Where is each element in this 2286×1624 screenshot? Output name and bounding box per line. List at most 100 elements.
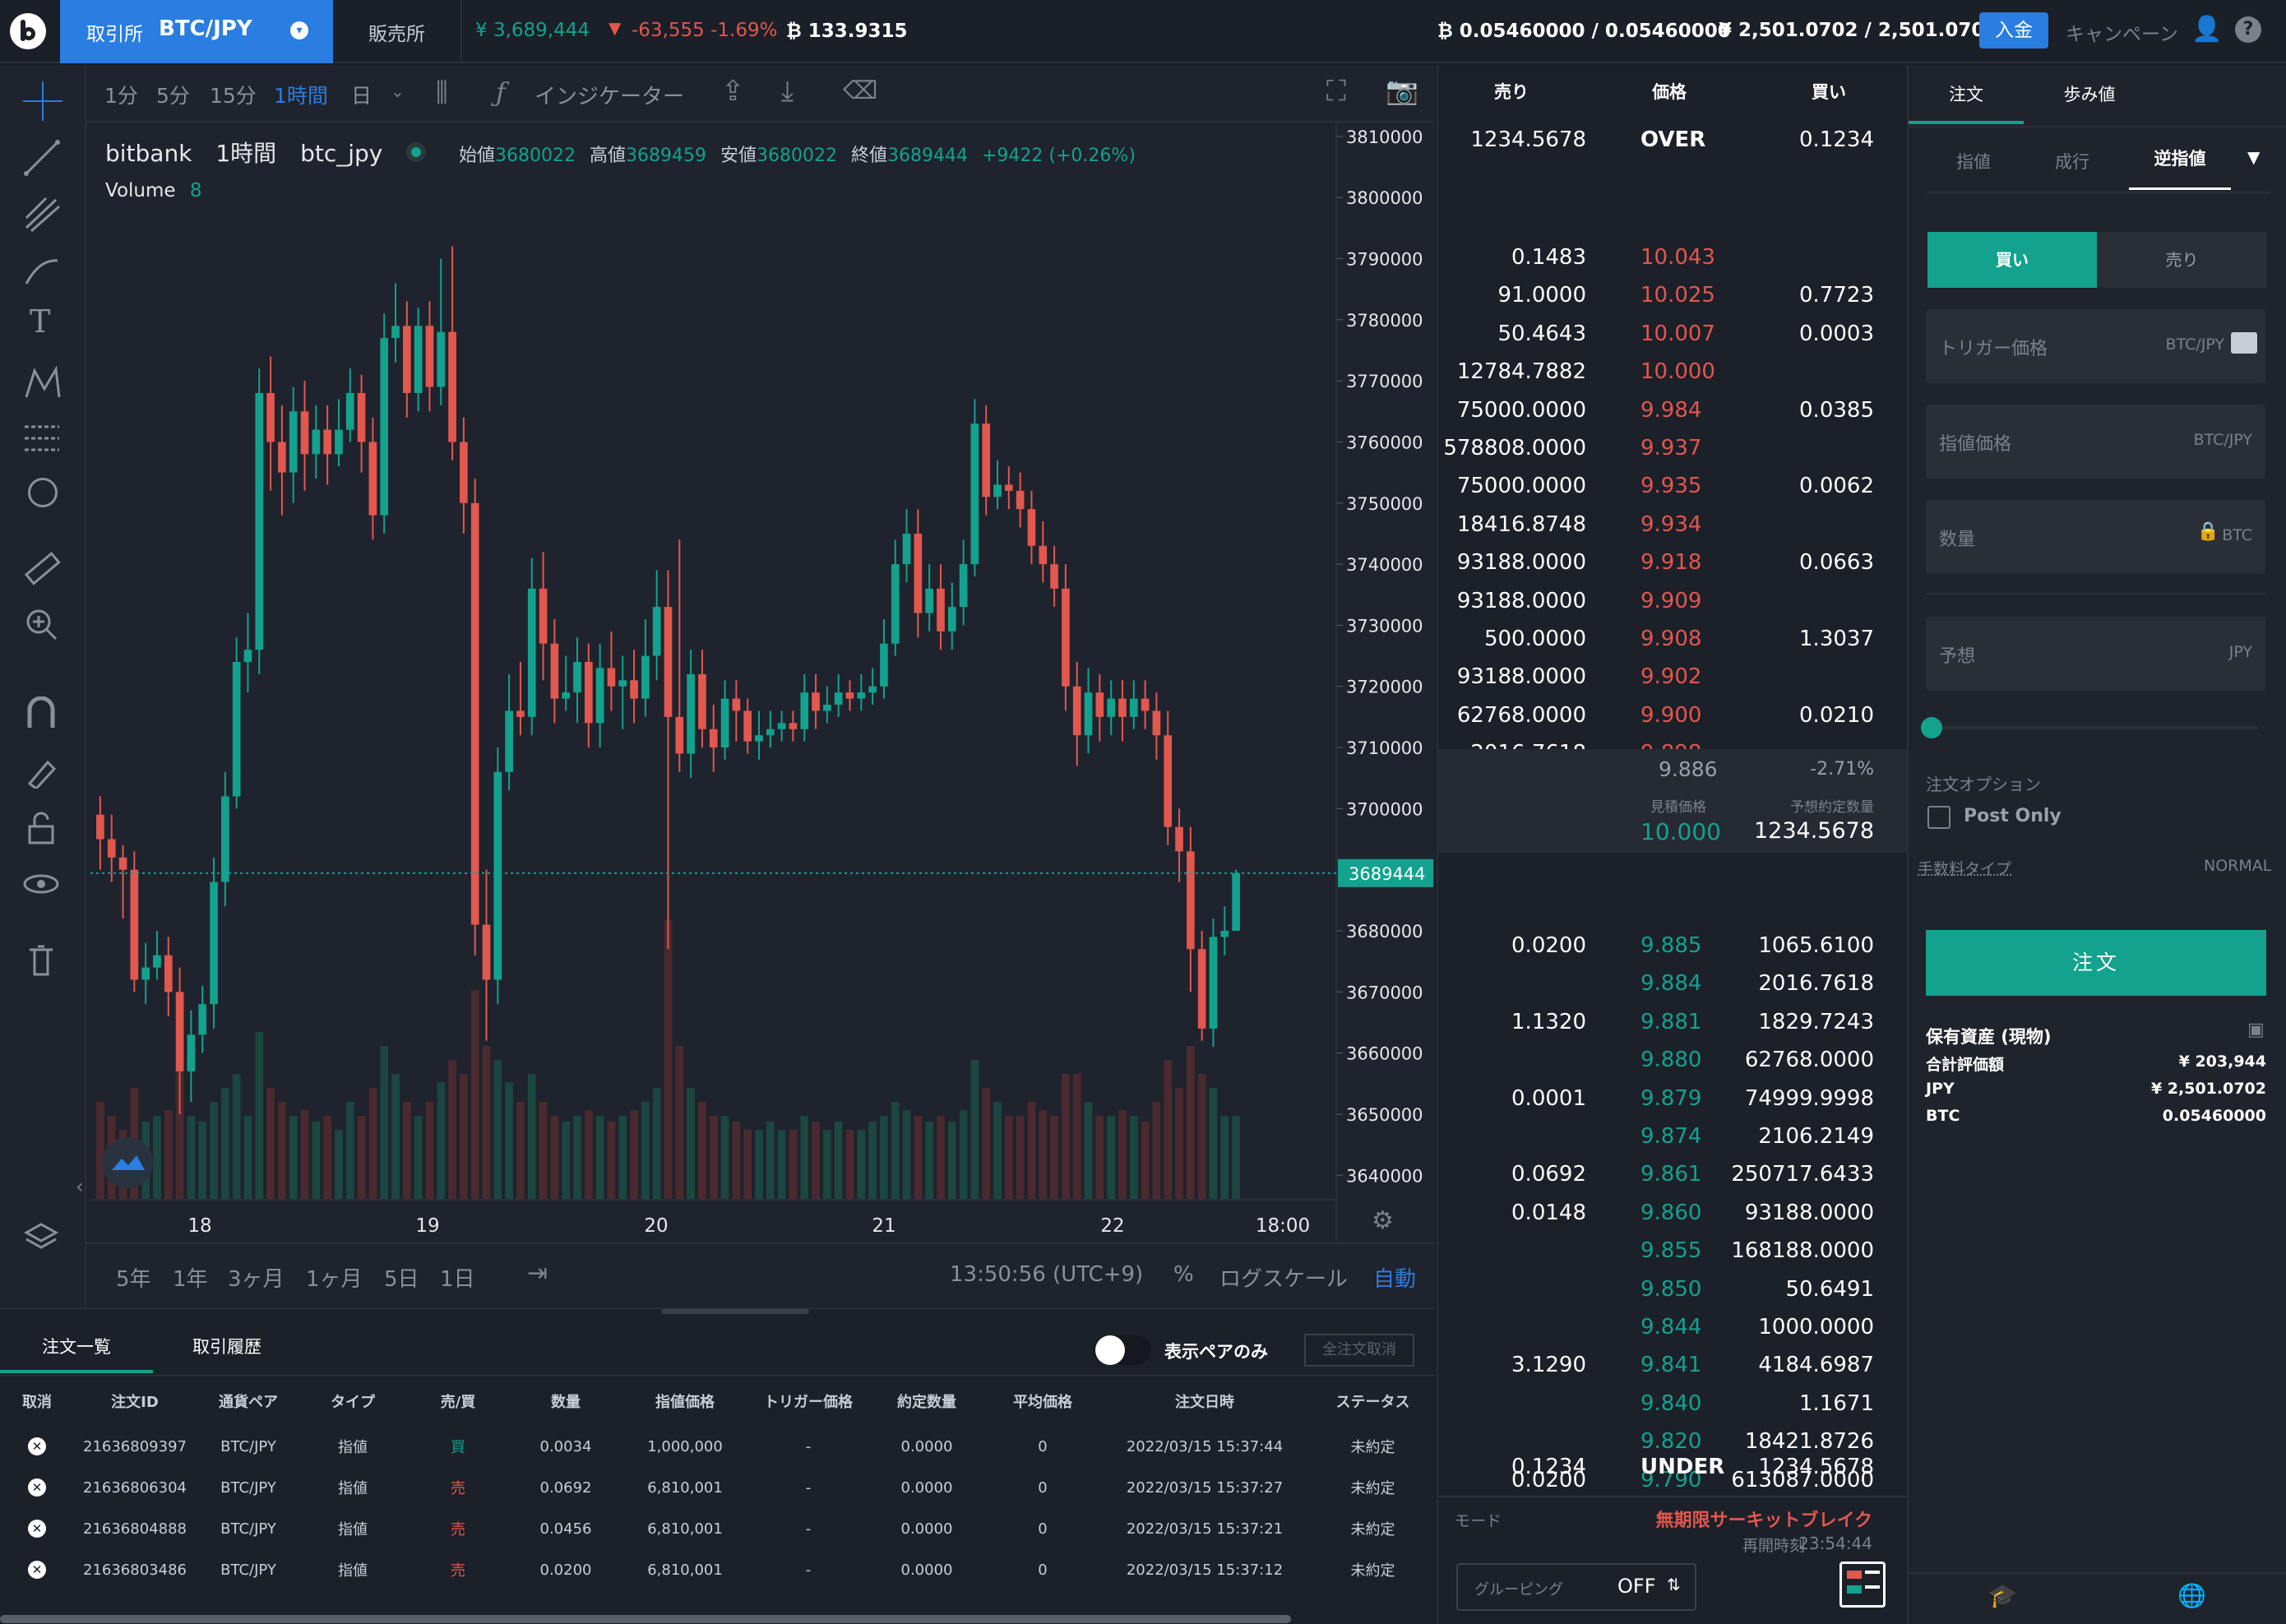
pitchfork-icon[interactable] <box>23 195 61 233</box>
trash-icon[interactable] <box>28 943 54 976</box>
magnet-icon[interactable] <box>25 696 58 729</box>
ob-over-row[interactable]: 1234.5678 OVER 0.1234 <box>1438 121 1907 159</box>
learn-icon[interactable]: 🎓 <box>1988 1582 2017 1609</box>
bids-row[interactable]: 9.850 50.6491 <box>1438 1270 1907 1308</box>
log-scale-toggle[interactable]: ログスケール <box>1219 1267 1349 1292</box>
tab-trade-history[interactable]: 取引履歴 <box>153 1324 301 1373</box>
bids-row[interactable]: 9.855 168188.0000 <box>1438 1232 1907 1270</box>
fullscreen-icon[interactable]: ⛶ <box>1326 75 1346 108</box>
bids-row[interactable]: 9.874 2106.2149 <box>1438 1117 1907 1155</box>
calculator-icon[interactable] <box>2231 332 2257 354</box>
sell-toggle[interactable]: 売り <box>2097 232 2267 288</box>
cancel-order-icon[interactable]: ✕ <box>28 1561 46 1579</box>
range-5d[interactable]: 5日 <box>384 1267 419 1292</box>
upload-icon[interactable]: ⇪ <box>721 75 745 108</box>
range-1d[interactable]: 1日 <box>440 1267 475 1292</box>
asks-row[interactable]: 50.4643 10.007 0.0003 <box>1438 315 1907 353</box>
grouping-select[interactable]: グルーピング OFF ⇅ <box>1456 1563 1696 1611</box>
help-icon[interactable]: ? <box>2235 16 2261 43</box>
wallet-icon[interactable]: ▣ <box>2247 1020 2265 1040</box>
resize-handle[interactable] <box>661 1309 809 1314</box>
tf-15m[interactable]: 15分 <box>210 84 257 108</box>
subtab-stop[interactable]: 逆指値 <box>2129 137 2231 190</box>
asks-row[interactable]: 500.0000 9.908 1.3037 <box>1438 620 1907 658</box>
book-layout-icon[interactable] <box>1839 1562 1886 1608</box>
ob-under-row[interactable]: 0.1234 UNDER 1234.5678 <box>1438 1448 1907 1486</box>
lock-drawings-icon[interactable] <box>25 756 58 791</box>
bids-row[interactable]: 9.840 1.1671 <box>1438 1385 1907 1423</box>
subtab-more-icon[interactable]: ▼ <box>2247 147 2261 167</box>
slider-handle[interactable] <box>1921 717 1942 738</box>
cancel-order-icon[interactable]: ✕ <box>28 1520 46 1538</box>
asks-row[interactable]: 93188.0000 9.918 0.0663 <box>1438 544 1907 581</box>
trend-line-icon[interactable] <box>23 139 61 177</box>
tab-order[interactable]: 注文 <box>1909 65 2024 124</box>
submit-order-button[interactable]: 注文 <box>1926 930 2266 996</box>
function-icon[interactable]: ƒ <box>496 76 506 108</box>
crosshair-icon[interactable] <box>23 81 62 121</box>
asks-row[interactable]: 18416.8748 9.934 <box>1438 506 1907 544</box>
range-1m[interactable]: 1ヶ月 <box>306 1267 363 1292</box>
horizontal-scrollbar[interactable] <box>0 1615 1291 1623</box>
post-only-label[interactable]: Post Only <box>1964 806 2062 826</box>
amount-slider[interactable] <box>1921 717 2258 738</box>
bids-row[interactable]: 0.0200 9.790 613087.0000 <box>1438 1461 1907 1499</box>
asks-row[interactable]: 75000.0000 9.984 0.0385 <box>1438 391 1907 429</box>
candlestick-chart[interactable]: 3810000 3800000 3790000 3780000 3770000 37600… <box>0 65 1435 1307</box>
bids-row[interactable]: 9.884 2016.7618 <box>1438 965 1907 1002</box>
lock-icon[interactable]: 🔒 <box>2196 521 2219 542</box>
bids-row[interactable]: 0.0200 9.885 1065.6100 <box>1438 927 1907 965</box>
deposit-button[interactable]: 入金 <box>1979 12 2048 49</box>
date-range-icon[interactable]: ⇥ <box>527 1259 548 1288</box>
settings-gear-icon[interactable]: ⚙ <box>1372 1206 1394 1235</box>
download-icon[interactable]: ⤓ <box>781 75 794 108</box>
bids-row[interactable]: 0.0148 9.860 93188.0000 <box>1438 1194 1907 1232</box>
text-icon[interactable]: T <box>30 303 51 340</box>
cancel-all-button[interactable]: 全注文取消 <box>1304 1334 1414 1367</box>
tab-order-list[interactable]: 注文一覧 <box>0 1324 153 1373</box>
chevron-down-icon[interactable]: ⌄ <box>391 81 405 101</box>
tradingview-logo-icon[interactable] <box>102 1137 153 1188</box>
campaign-link[interactable]: キャンペーン <box>2066 24 2178 45</box>
clock-time[interactable]: 13:50:56 (UTC+9) <box>950 1262 1144 1287</box>
eye-icon[interactable] <box>23 871 59 900</box>
layers-icon[interactable] <box>23 1218 59 1254</box>
buy-toggle[interactable]: 買い <box>1927 232 2097 288</box>
auto-scale-toggle[interactable]: 自動 <box>1373 1267 1417 1292</box>
expected-input[interactable]: 予想 JPY <box>1926 617 2265 691</box>
cancel-order-icon[interactable]: ✕ <box>28 1478 46 1497</box>
limit-price-input[interactable]: 指値価格 BTC/JPY <box>1926 405 2265 479</box>
bids-row[interactable]: 0.0692 9.861 250717.6433 <box>1438 1155 1907 1193</box>
fib-icon[interactable] <box>23 420 61 458</box>
scroll-left-icon[interactable]: ‹ <box>76 1175 84 1198</box>
exchange-tab[interactable]: 取引所 BTC/JPY ▾ <box>60 0 333 63</box>
bids-row[interactable]: 0.0001 9.879 74999.9998 <box>1438 1080 1907 1117</box>
tf-day[interactable]: 日 <box>351 84 373 108</box>
range-3m[interactable]: 3ヶ月 <box>228 1267 285 1292</box>
unlock-icon[interactable] <box>26 812 56 844</box>
pair-only-toggle[interactable] <box>1094 1335 1151 1365</box>
eraser-icon[interactable]: ⌫ <box>843 76 878 105</box>
tab-trades[interactable]: 歩み値 <box>2024 65 2155 124</box>
pattern-icon[interactable] <box>23 364 61 402</box>
camera-icon[interactable]: 📷 <box>1386 75 1418 106</box>
ruler-icon[interactable] <box>23 550 61 588</box>
bitbank-logo-icon[interactable] <box>10 13 46 49</box>
range-5y[interactable]: 5年 <box>116 1267 151 1292</box>
bids-row[interactable]: 9.820 18421.8726 <box>1438 1423 1907 1460</box>
indicator-button[interactable]: インジケーター <box>534 85 685 109</box>
bids-row[interactable]: 9.844 1000.0000 <box>1438 1308 1907 1346</box>
tf-5m[interactable]: 5分 <box>156 84 190 108</box>
cancel-order-icon[interactable]: ✕ <box>28 1437 46 1455</box>
tf-1h[interactable]: 1時間 <box>274 84 328 108</box>
bids-row[interactable]: 9.880 62768.0000 <box>1438 1041 1907 1079</box>
asks-row[interactable]: 62768.0000 9.900 0.0210 <box>1438 696 1907 734</box>
asks-row[interactable]: 578808.0000 9.937 <box>1438 429 1907 467</box>
chevron-down-icon[interactable]: ▾ <box>290 21 308 39</box>
asks-row[interactable]: 93188.0000 9.909 <box>1438 582 1907 620</box>
zoom-in-icon[interactable] <box>25 608 58 641</box>
tf-1m[interactable]: 1分 <box>104 84 138 108</box>
bids-row[interactable]: 1.1320 9.881 1829.7243 <box>1438 1003 1907 1041</box>
subtab-limit[interactable]: 指値 <box>1956 152 1991 172</box>
asks-row[interactable]: 75000.0000 9.935 0.0062 <box>1438 467 1907 505</box>
